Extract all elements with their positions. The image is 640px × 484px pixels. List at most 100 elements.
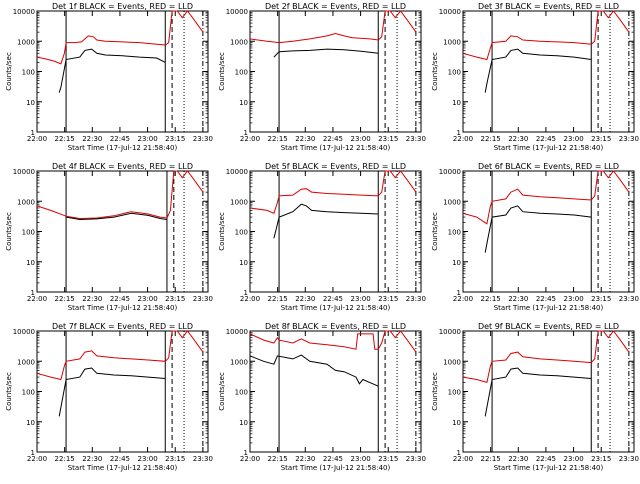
detector-panel: Det 3f BLACK = Events, RED = LLD 1 10 100 10… [426, 0, 639, 160]
y-tick-label: 10 [239, 259, 248, 267]
plot-frame [462, 330, 635, 453]
x-axis-label: Start Time (17-Jul-12 21:58:40) [281, 304, 391, 312]
y-tick-label: 10 [26, 99, 35, 107]
chart-title: Det 9f BLACK = Events, RED = LLD [478, 322, 619, 331]
y-tick-label: 10 [452, 99, 461, 107]
y-tick-label: 10 [26, 419, 35, 427]
y-tick-label: 100 [235, 389, 248, 397]
y-tick-label: 10000 [439, 168, 461, 176]
x-tick-label: 23:30 [193, 295, 213, 303]
series-line-events [58, 48, 166, 93]
detector-panel: Det 2f BLACK = Events, RED = LLD 1 10 100 10… [213, 0, 426, 160]
x-tick-label: 22:45 [536, 295, 556, 303]
x-tick-label: 23:30 [193, 455, 213, 463]
x-tick-label: 23:00 [137, 455, 157, 463]
y-tick-label: 10 [26, 259, 35, 267]
y-tick-label: 10000 [226, 328, 248, 336]
x-tick-label: 23:30 [619, 295, 639, 303]
x-tick-label: 23:15 [378, 455, 398, 463]
detector-panel: Det 8f BLACK = Events, RED = LLD 1 10 100 10… [213, 320, 426, 480]
y-tick-label: 10000 [439, 328, 461, 336]
x-axis-label: Start Time (17-Jul-12 21:58:40) [494, 144, 604, 152]
x-tick-label: 22:45 [110, 455, 130, 463]
x-tick-label: 23:00 [137, 135, 157, 143]
series-line-events [484, 48, 592, 93]
x-tick-label: 23:30 [406, 295, 426, 303]
x-tick-label: 22:30 [508, 455, 528, 463]
y-axis-label: Counts/sec [431, 372, 439, 411]
detector-chart: Det 4f BLACK = Events, RED = LLD 1 10 100 10… [5, 162, 213, 312]
series-line-lld [249, 330, 417, 353]
detector-chart: Det 8f BLACK = Events, RED = LLD 1 10 100 10… [218, 322, 426, 472]
x-tick-label: 22:45 [110, 135, 130, 143]
y-tick-label: 100 [22, 389, 35, 397]
y-tick-label: 10000 [226, 168, 248, 176]
y-tick-label: 100 [448, 69, 461, 77]
chart-title: Det 7f BLACK = Events, RED = LLD [52, 322, 193, 331]
x-tick-label: 23:30 [619, 135, 639, 143]
x-tick-label: 22:45 [323, 295, 343, 303]
x-tick-label: 23:30 [406, 455, 426, 463]
x-tick-label: 23:30 [619, 455, 639, 463]
y-tick-label: 10 [239, 99, 248, 107]
detector-chart: Det 5f BLACK = Events, RED = LLD 1 10 100 10… [218, 162, 426, 312]
x-tick-label: 23:15 [165, 455, 185, 463]
y-axis-label: Counts/sec [218, 212, 226, 251]
series-line-lld [249, 10, 417, 44]
series-line-events [273, 48, 379, 58]
series-line-lld [462, 10, 630, 61]
detector-chart: Det 7f BLACK = Events, RED = LLD 1 10 100 10… [5, 322, 213, 472]
x-tick-label: 23:00 [137, 295, 157, 303]
series-line-events [273, 203, 379, 239]
x-tick-label: 22:15 [481, 455, 501, 463]
x-tick-label: 23:15 [591, 295, 611, 303]
x-tick-label: 22:15 [481, 135, 501, 143]
series-line-events [58, 367, 166, 417]
x-tick-label: 22:15 [55, 455, 75, 463]
x-tick-label: 22:15 [268, 135, 288, 143]
x-axis-label: Start Time (17-Jul-12 21:58:40) [68, 304, 178, 312]
y-axis-label: Counts/sec [5, 52, 13, 91]
x-tick-label: 23:15 [591, 135, 611, 143]
y-tick-label: 1000 [443, 38, 461, 46]
y-tick-label: 1000 [230, 198, 248, 206]
x-axis-label: Start Time (17-Jul-12 21:58:40) [68, 464, 178, 472]
detector-chart: Det 9f BLACK = Events, RED = LLD 1 10 100 10… [431, 322, 639, 472]
x-tick-label: 22:30 [295, 295, 315, 303]
chart-title: Det 1f BLACK = Events, RED = LLD [52, 2, 193, 11]
series-line-lld [249, 170, 417, 214]
chart-title: Det 8f BLACK = Events, RED = LLD [265, 322, 406, 331]
x-tick-label: 23:15 [378, 135, 398, 143]
x-tick-label: 22:30 [82, 455, 102, 463]
y-tick-label: 1 [31, 449, 35, 457]
detector-panel: Det 7f BLACK = Events, RED = LLD 1 10 100 10… [0, 320, 213, 480]
x-tick-label: 22:00 [27, 455, 47, 463]
y-tick-label: 100 [235, 69, 248, 77]
x-tick-label: 23:15 [378, 295, 398, 303]
x-tick-label: 22:15 [268, 295, 288, 303]
x-tick-label: 22:00 [240, 295, 260, 303]
y-tick-label: 10000 [226, 8, 248, 16]
y-tick-label: 10 [239, 419, 248, 427]
y-tick-label: 1000 [230, 38, 248, 46]
y-tick-label: 10 [452, 259, 461, 267]
detector-chart: Det 6f BLACK = Events, RED = LLD 1 10 100 10… [431, 162, 639, 312]
y-tick-label: 1 [244, 449, 248, 457]
x-tick-label: 22:00 [240, 455, 260, 463]
detector-chart: Det 2f BLACK = Events, RED = LLD 1 10 100 10… [218, 2, 426, 152]
y-tick-label: 1 [457, 129, 461, 137]
detector-panel: Det 4f BLACK = Events, RED = LLD 1 10 100 10… [0, 160, 213, 320]
y-tick-label: 100 [448, 229, 461, 237]
plot-frame [249, 330, 422, 453]
detector-chart: Det 1f BLACK = Events, RED = LLD 1 10 100 10… [5, 2, 213, 152]
x-tick-label: 22:00 [27, 135, 47, 143]
series-line-lld [36, 10, 204, 65]
y-tick-label: 1 [457, 449, 461, 457]
plot-frame [249, 10, 422, 133]
x-tick-label: 22:00 [453, 135, 473, 143]
chart-title: Det 5f BLACK = Events, RED = LLD [265, 162, 406, 171]
x-axis-label: Start Time (17-Jul-12 21:58:40) [281, 144, 391, 152]
x-tick-label: 22:30 [82, 295, 102, 303]
x-tick-label: 23:30 [193, 135, 213, 143]
